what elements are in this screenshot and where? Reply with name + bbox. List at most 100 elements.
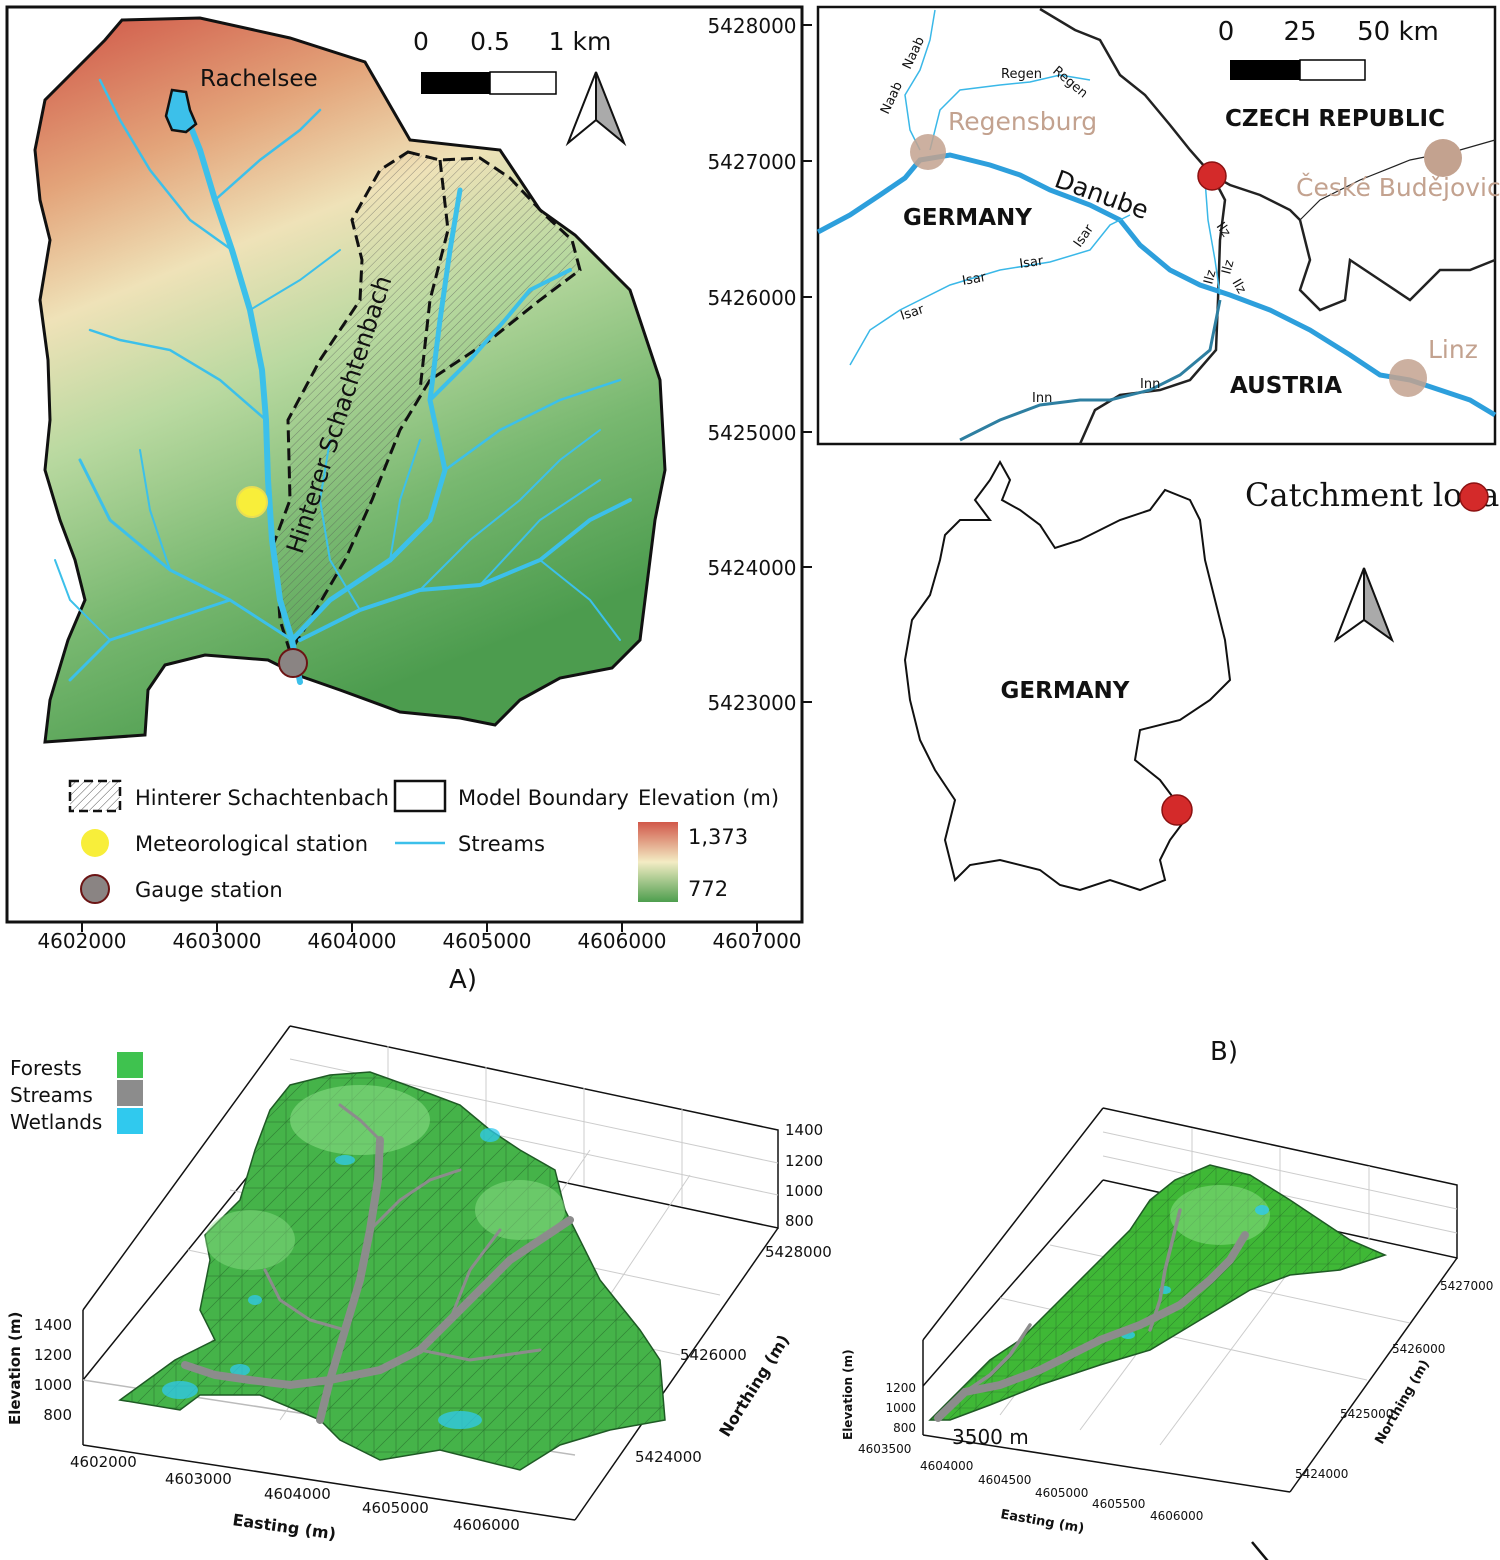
wetland-patches-left bbox=[162, 1128, 500, 1429]
y-tick-5424000: 5424000 bbox=[707, 556, 796, 580]
x-tick-right-4603500: 4603500 bbox=[858, 1442, 911, 1456]
z-tick-right-1200: 1200 bbox=[885, 1381, 916, 1395]
legend-forests-label: Forests bbox=[10, 1056, 82, 1080]
z-tick-right-1000: 1000 bbox=[885, 1401, 916, 1415]
legend-elev-min: 772 bbox=[688, 877, 728, 901]
panel-b-left-3d: Forests Streams Wetlands bbox=[6, 1025, 832, 1543]
legend-hinterer-label: Hinterer Schachtenbach bbox=[135, 786, 389, 810]
z-tick-left-1000: 1000 bbox=[34, 1376, 72, 1394]
panel-a-legend: Hinterer Schachtenbach Model Boundary El… bbox=[68, 779, 779, 904]
legend-hinterer-swatch bbox=[68, 779, 122, 813]
xaxis-right-label: Easting (m) bbox=[999, 1507, 1085, 1536]
subcatchment-highlight bbox=[1170, 1185, 1270, 1245]
legend-forests-swatch bbox=[117, 1052, 143, 1078]
river-inn-label-2: Inn bbox=[1140, 377, 1160, 392]
x-tick-4605000: 4605000 bbox=[442, 929, 531, 953]
gauge-station-marker bbox=[278, 648, 308, 678]
end-label: 3500 m bbox=[952, 1425, 1029, 1449]
y-tick-5428000: 5428000 bbox=[707, 14, 796, 38]
legend-streams-b-swatch bbox=[117, 1080, 143, 1106]
legend-streams-b-label: Streams bbox=[10, 1083, 93, 1107]
catchment-legend-swatch bbox=[1459, 482, 1489, 512]
scale-b-tick-1: 25 bbox=[1283, 17, 1316, 47]
panel-a-label: A) bbox=[449, 965, 477, 995]
y-tick-right-5425000: 5425000 bbox=[1340, 1407, 1393, 1421]
z-tick-right-800: 800 bbox=[893, 1421, 916, 1435]
x-tick-right-4605500: 4605500 bbox=[1092, 1497, 1145, 1511]
regen-river bbox=[929, 74, 1091, 151]
z-tick-left-1200: 1200 bbox=[34, 1346, 72, 1364]
y-tick-left-5426000: 5426000 bbox=[680, 1346, 747, 1364]
country-czech-label: CZECH REPUBLIC bbox=[1225, 106, 1445, 132]
x-tick-left-4606000: 4606000 bbox=[453, 1516, 520, 1534]
rachelsee-lake bbox=[164, 88, 198, 134]
back-z-tick-1400: 1400 bbox=[785, 1121, 823, 1139]
scale-b-white bbox=[1299, 59, 1366, 81]
stream-network bbox=[54, 78, 632, 685]
city-budejovice-marker bbox=[1424, 139, 1462, 177]
back-z-tick-1200: 1200 bbox=[785, 1152, 823, 1170]
ilz-river bbox=[1204, 179, 1221, 296]
river-regen-label-1: Regen bbox=[1001, 67, 1042, 82]
legend-gauge-label: Gauge station bbox=[135, 878, 283, 902]
scale-b-tick-2: 50 km bbox=[1357, 17, 1439, 47]
border-cz-at bbox=[1298, 219, 1496, 312]
x-tick-left-4605000: 4605000 bbox=[362, 1499, 429, 1517]
scale-b-black bbox=[1230, 60, 1300, 80]
legend-model-boundary-label: Model Boundary bbox=[458, 786, 629, 810]
border-de-at bbox=[1078, 174, 1227, 445]
terrain-highlight-west bbox=[205, 1210, 295, 1270]
x-tick-left-4603000: 4603000 bbox=[165, 1470, 232, 1488]
germany-outline bbox=[903, 459, 1232, 892]
country-austria-label: AUSTRIA bbox=[1230, 373, 1342, 399]
river-isar-label-3: Isar bbox=[1018, 254, 1044, 272]
x-tick-right-4606000: 4606000 bbox=[1150, 1509, 1203, 1523]
x-tick-4604000: 4604000 bbox=[307, 929, 396, 953]
start-point-arrow bbox=[1251, 1541, 1269, 1560]
terrain-highlight-east bbox=[475, 1180, 565, 1240]
legend-wetlands-swatch bbox=[117, 1108, 143, 1134]
legend-streams-label: Streams bbox=[458, 832, 545, 856]
subcatchment-mesh bbox=[930, 1165, 1385, 1420]
border-de-cz bbox=[1039, 7, 1301, 221]
x-tick-4603000: 4603000 bbox=[172, 929, 261, 953]
back-z-tick-1000: 1000 bbox=[785, 1182, 823, 1200]
panel-a: Rachelsee Hinterer Schachtenbach 0 0.5 1… bbox=[5, 5, 812, 995]
y-tick-5427000: 5427000 bbox=[707, 150, 796, 174]
x-tick-left-4602000: 4602000 bbox=[70, 1453, 137, 1471]
panel-b-label: B) bbox=[1210, 1037, 1238, 1067]
streams-right bbox=[934, 1208, 1249, 1422]
catchment-legend-label: Catchment location bbox=[1245, 476, 1500, 514]
y-tick-left-5428000: 5428000 bbox=[765, 1243, 832, 1261]
north-arrow-a-icon bbox=[565, 71, 627, 147]
city-budejovice-label: České Budějovice bbox=[1296, 172, 1500, 202]
zaxis-right-label: Elevation (m) bbox=[841, 1349, 855, 1440]
legend-elev-max: 1,373 bbox=[688, 825, 748, 849]
x-tick-4607000: 4607000 bbox=[712, 929, 801, 953]
y-tick-5426000: 5426000 bbox=[707, 286, 796, 310]
germany-map: GERMANY Catchment location bbox=[903, 459, 1500, 892]
y-tick-right-5424000: 5424000 bbox=[1295, 1467, 1348, 1481]
scale-bar-a: 0 0.5 1 km bbox=[413, 27, 612, 95]
city-regensburg-label: Regensburg bbox=[948, 107, 1097, 136]
meteorological-station-marker bbox=[236, 486, 268, 518]
hinterer-schachtenbach-area bbox=[270, 150, 582, 656]
city-regensburg-marker bbox=[910, 134, 946, 170]
streams-left bbox=[181, 1103, 574, 1424]
river-isar-label-2: Isar bbox=[961, 270, 988, 289]
x-tick-4606000: 4606000 bbox=[577, 929, 666, 953]
catchment-marker-germany bbox=[1161, 794, 1193, 826]
legend-elevation-colorbar bbox=[638, 822, 678, 902]
y-tick-5423000: 5423000 bbox=[707, 691, 796, 715]
scale-a-tick-2: 1 km bbox=[549, 27, 612, 56]
river-ilz-label-2: Ilz bbox=[1201, 268, 1219, 286]
y-tick-left-5424000: 5424000 bbox=[635, 1448, 702, 1466]
rachelsee-label: Rachelsee bbox=[200, 66, 318, 92]
y-tick-right-5426000: 5426000 bbox=[1392, 1342, 1445, 1356]
x-tick-right-4605000: 4605000 bbox=[1035, 1486, 1088, 1500]
z-tick-left-1400: 1400 bbox=[34, 1316, 72, 1334]
panel-a-x-ticks: 4602000 4603000 4604000 4605000 4606000 … bbox=[37, 922, 802, 953]
x-tick-right-4604500: 4604500 bbox=[978, 1473, 1031, 1487]
y-tick-5425000: 5425000 bbox=[707, 421, 796, 445]
